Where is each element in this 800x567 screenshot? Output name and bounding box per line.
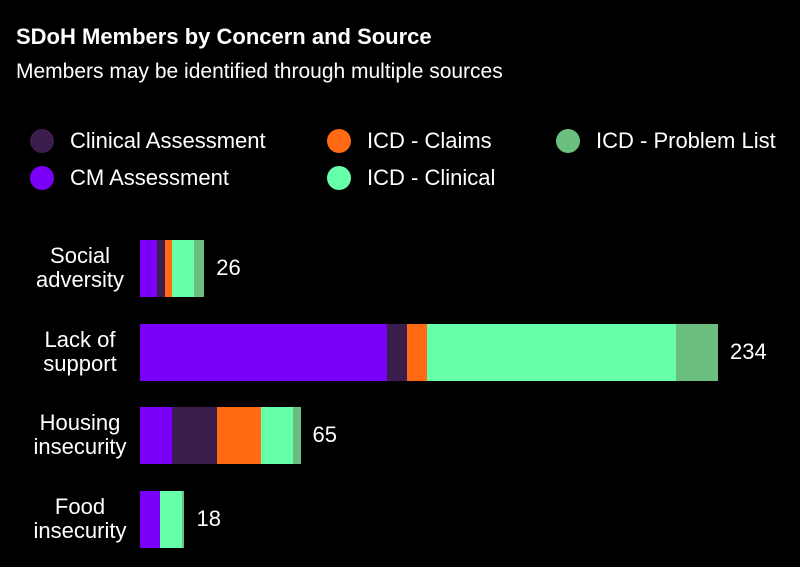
legend-item: ICD - Problem List [556,127,776,155]
bar-segment [172,407,217,464]
bar-segment [140,491,160,548]
bar-segment [261,407,294,464]
bar-segment [172,240,195,297]
bar-segment [194,240,205,297]
chart-subtitle: Members may be identified through multip… [16,60,503,83]
legend-swatch [327,166,351,190]
legend-swatch [327,129,351,153]
chart-title: SDoH Members by Concern and Source [16,24,432,49]
bar-segment [164,240,173,297]
legend-label: ICD - Problem List [596,128,776,153]
bar-segment [387,324,407,381]
legend-item: ICD - Clinical [327,164,495,192]
legend-label: ICD - Clinical [367,165,496,190]
y-tick-label: Food insecurity [33,494,127,543]
y-tick-label: Social adversity [35,243,125,292]
bar-segment [406,324,427,381]
legend-item: Clinical Assessment [30,127,266,155]
bar-segment [426,324,676,381]
bar-segment [140,240,158,297]
y-tick-label: Lack of support [43,327,117,376]
legend-item: ICD - Claims [327,127,492,155]
total-label: 26 [216,255,241,280]
bar-segment [676,324,718,381]
total-label: 234 [730,339,767,364]
legend-swatch [556,129,580,153]
legend-item: CM Assessment [30,164,229,192]
bar-segment [293,407,301,464]
total-label: 65 [312,422,338,447]
legend-label: Clinical Assessment [70,128,266,153]
legend-label: ICD - Claims [367,128,492,153]
legend-label: CM Assessment [70,165,229,190]
bar-segment [216,407,262,464]
bar-segment [140,324,387,381]
y-tick-label: Housing insecurity [33,410,127,459]
total-label: 18 [196,506,221,531]
bar-segment [159,491,182,548]
bar-segment [157,240,165,297]
legend-swatch [30,129,54,153]
bar-segment [140,407,173,464]
legend-swatch [30,166,54,190]
bar-segment [181,491,185,548]
